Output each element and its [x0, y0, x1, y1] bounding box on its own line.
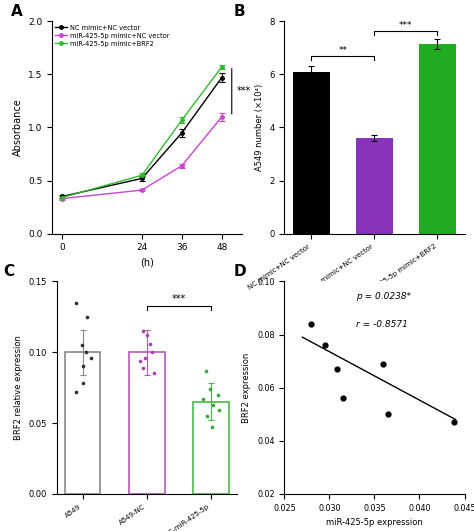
Text: r = -0.8571: r = -0.8571 — [356, 320, 408, 329]
Text: B: B — [234, 4, 246, 19]
Y-axis label: BRF2 relative expression: BRF2 relative expression — [14, 335, 23, 440]
Point — [82, 348, 90, 356]
Text: ***: *** — [399, 21, 413, 30]
Point — [87, 354, 94, 362]
Point — [209, 400, 217, 409]
Bar — [129, 352, 164, 494]
Text: C: C — [3, 264, 14, 279]
Point — [80, 362, 87, 371]
Point — [333, 365, 340, 373]
Point — [146, 339, 154, 348]
Y-axis label: BRF2 expression: BRF2 expression — [243, 353, 252, 423]
Point — [308, 320, 315, 328]
Point — [141, 354, 149, 362]
Point — [384, 410, 392, 418]
Point — [148, 348, 156, 356]
Point — [139, 327, 147, 335]
Bar — [193, 402, 229, 494]
Text: ***: *** — [172, 294, 186, 304]
Text: A: A — [10, 4, 22, 19]
Y-axis label: Absorbance: Absorbance — [12, 99, 22, 156]
Point — [72, 298, 80, 307]
Point — [150, 369, 157, 378]
Point — [83, 313, 91, 321]
Bar — [292, 72, 330, 234]
Point — [207, 385, 214, 393]
Point — [215, 390, 222, 399]
X-axis label: (h): (h) — [140, 258, 154, 268]
Text: ***: *** — [237, 87, 251, 96]
Point — [380, 359, 387, 368]
Legend: NC mimic+NC vector, miR-425-5p mimic+NC vector, miR-425-5p mimic+BRF2: NC mimic+NC vector, miR-425-5p mimic+NC … — [55, 24, 170, 47]
Bar — [65, 352, 100, 494]
Y-axis label: A549 number (×10⁴): A549 number (×10⁴) — [255, 84, 264, 171]
Point — [321, 341, 328, 349]
Bar — [419, 44, 456, 234]
Text: D: D — [234, 264, 246, 279]
Point — [143, 331, 151, 339]
Point — [208, 423, 216, 432]
Text: **: ** — [338, 46, 347, 55]
Bar — [356, 138, 393, 234]
Point — [202, 366, 210, 375]
Text: p = 0.0238*: p = 0.0238* — [356, 292, 411, 301]
Point — [140, 364, 147, 372]
Point — [72, 388, 79, 396]
Point — [450, 418, 457, 426]
Point — [79, 379, 87, 388]
Point — [339, 394, 347, 402]
Point — [200, 395, 207, 403]
X-axis label: miR-425-5p expression: miR-425-5p expression — [326, 518, 423, 527]
Point — [203, 412, 210, 420]
Point — [215, 406, 222, 415]
Point — [136, 356, 144, 365]
Point — [78, 341, 85, 349]
